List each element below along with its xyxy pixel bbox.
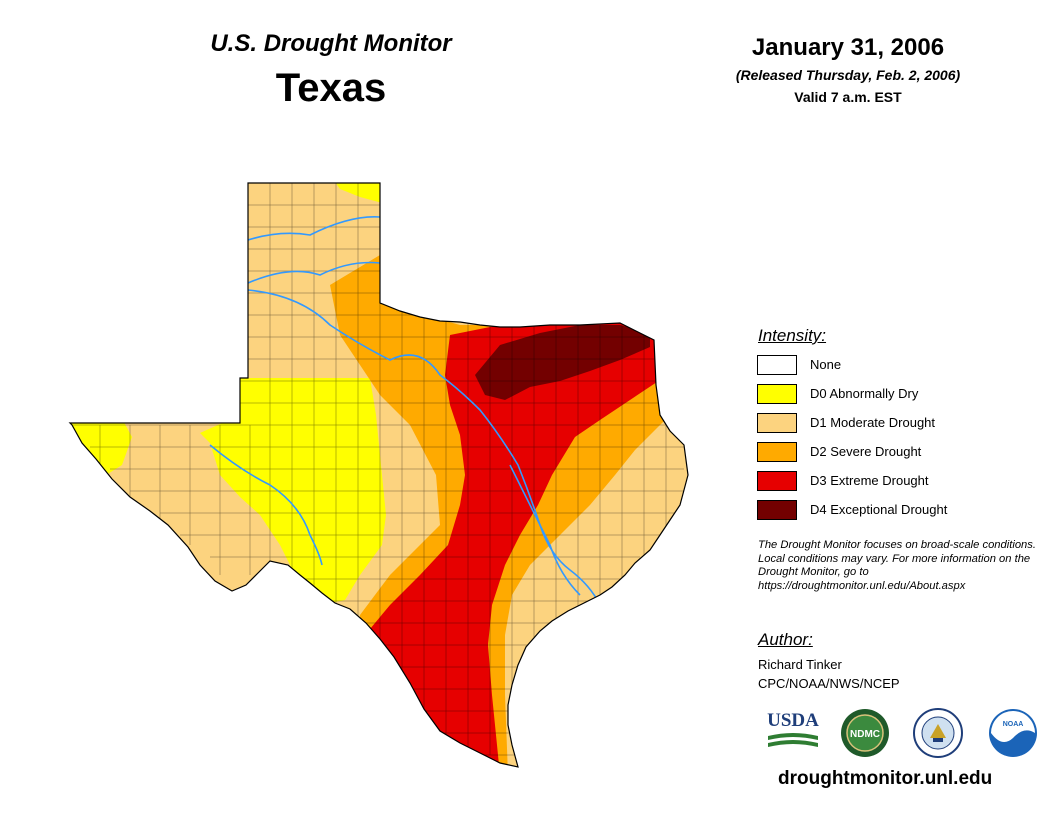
zone-d3-region (365, 320, 660, 767)
info-note: The Drought Monitor focuses on broad-sca… (758, 539, 1036, 592)
legend-swatch-none (757, 355, 797, 375)
zone-d0-central (200, 378, 386, 603)
svg-text:USDA: USDA (767, 710, 819, 731)
map-region-title: Texas (275, 66, 387, 110)
commerce-seal-icon (913, 708, 963, 758)
legend-swatch-d4 (757, 500, 797, 520)
legend-label: D4 Exceptional Drought (810, 502, 948, 517)
author-name: Richard Tinker (758, 657, 842, 672)
map-series-title: U.S. Drought Monitor (210, 30, 452, 57)
texas-outline (68, 182, 689, 768)
rivers (209, 216, 601, 606)
legend-label: D1 Moderate Drought (810, 415, 936, 430)
legend-title: Intensity: (758, 326, 827, 345)
author-org: CPC/NOAA/NWS/NCEP (758, 676, 900, 691)
zone-d0-panhandle (330, 183, 390, 205)
legend-swatch-d0 (757, 384, 797, 404)
author-title: Author: (758, 630, 813, 649)
usda-logo-icon: USDA (767, 710, 819, 747)
legend-label: None (810, 357, 842, 372)
valid-time: Valid 7 a.m. EST (794, 89, 902, 105)
release-date: (Released Thursday, Feb. 2, 2006) (735, 67, 961, 83)
svg-text:NDMC: NDMC (850, 729, 880, 740)
footer-url: droughtmonitor.unl.edu (778, 768, 993, 789)
zone-d0-farwest (70, 415, 132, 475)
svg-text:NOAA: NOAA (1003, 721, 1024, 728)
legend-swatch-d2 (757, 442, 797, 462)
texas-drought-map (68, 182, 689, 768)
legend-swatch-d3 (757, 471, 797, 491)
legend-label: D0 Abnormally Dry (810, 386, 919, 401)
legend-label: D2 Severe Drought (810, 444, 922, 459)
county-lines (70, 183, 684, 765)
legend-swatch-d1 (757, 413, 797, 433)
map-date: January 31, 2006 (751, 34, 945, 61)
ndmc-logo-icon: NDMC (841, 709, 889, 757)
legend-label: D3 Extreme Drought (810, 473, 929, 488)
noaa-logo-icon: NOAA (989, 709, 1037, 757)
